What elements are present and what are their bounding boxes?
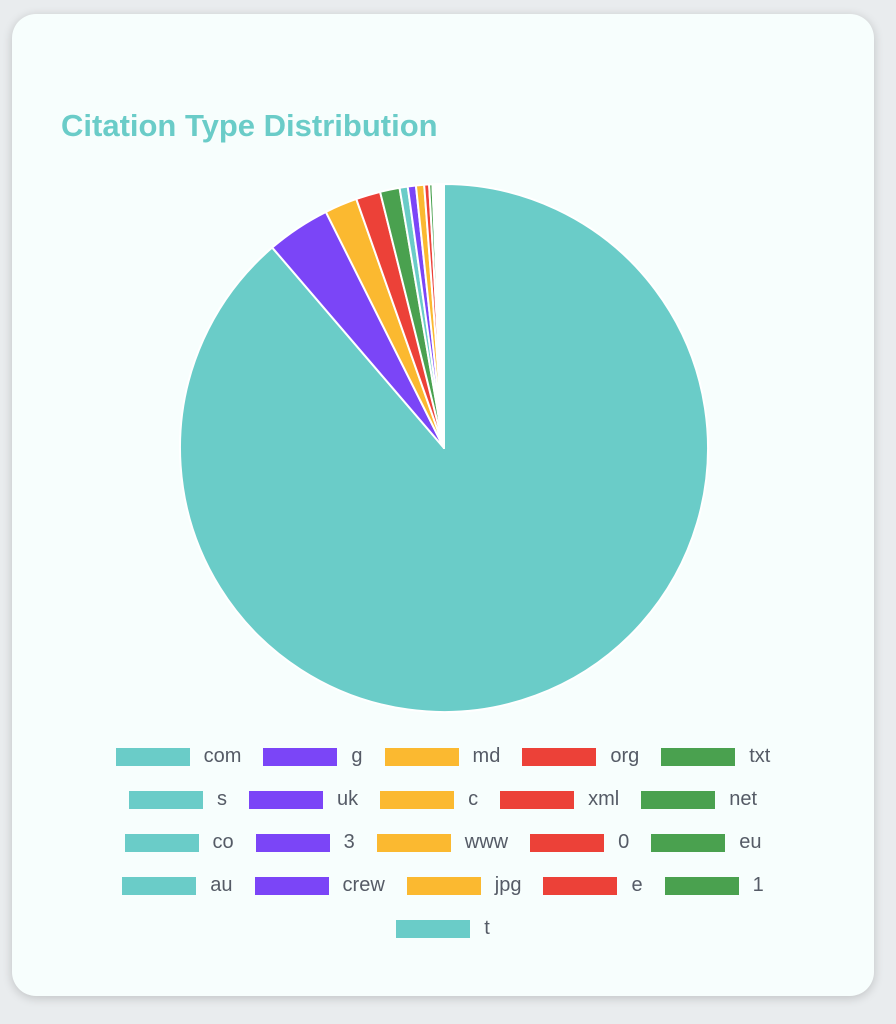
legend-label: net: [729, 788, 758, 810]
legend-label: g: [351, 745, 363, 767]
legend-label: co: [212, 831, 234, 853]
legend-label: 1: [752, 874, 764, 896]
chart-legend: com g md org txt s uk c xml net co 3 www 0 eu au crew jpg…: [12, 735, 874, 950]
legend-item-g[interactable]: g: [263, 745, 363, 768]
legend-label: xml: [588, 788, 620, 810]
legend-swatch: [396, 919, 471, 938]
legend-label: txt: [749, 745, 771, 767]
legend-label: c: [468, 788, 479, 810]
legend-row: com g md org txt: [105, 735, 782, 778]
legend-label: www: [464, 831, 509, 853]
legend-row: s uk c xml net: [118, 778, 768, 821]
legend-label: md: [472, 745, 501, 767]
legend-swatch: [543, 876, 618, 895]
pie-slice-com[interactable]: [179, 183, 709, 713]
legend-swatch: [522, 747, 597, 766]
legend-item-www[interactable]: www: [376, 831, 509, 854]
legend-label: s: [216, 788, 227, 810]
legend-swatch: [500, 790, 575, 809]
legend-item-co[interactable]: co: [124, 831, 234, 854]
legend-swatch: [255, 833, 330, 852]
legend-item-3[interactable]: 3: [255, 831, 355, 854]
legend-label: jpg: [494, 874, 522, 896]
chart-title: Citation Type Distribution: [61, 108, 438, 143]
legend-swatch: [376, 833, 451, 852]
legend-row: co 3 www 0 eu: [114, 821, 773, 864]
legend-item-s[interactable]: s: [128, 788, 227, 811]
legend-swatch: [115, 747, 190, 766]
legend-label: uk: [336, 788, 359, 810]
legend-item-com[interactable]: com: [115, 745, 242, 768]
legend-label: eu: [739, 831, 762, 853]
legend-item-xml[interactable]: xml: [500, 788, 619, 811]
legend-item-md[interactable]: md: [384, 745, 501, 768]
legend-item-au[interactable]: au: [122, 874, 233, 897]
legend-item-c[interactable]: c: [380, 788, 478, 811]
legend-swatch: [661, 747, 736, 766]
legend-swatch: [664, 876, 739, 895]
legend-label: e: [631, 874, 643, 896]
legend-label: com: [203, 745, 242, 767]
legend-swatch: [254, 876, 329, 895]
legend-item-org[interactable]: org: [522, 745, 639, 768]
chart-card: Citation Type Distribution com g md org txt s…: [12, 14, 874, 996]
legend-label: 0: [618, 831, 630, 853]
legend-swatch: [248, 790, 323, 809]
legend-label: org: [610, 745, 640, 767]
legend-swatch: [128, 790, 203, 809]
legend-label: crew: [342, 874, 385, 896]
legend-item-e[interactable]: e: [543, 874, 643, 897]
legend-item-1[interactable]: 1: [664, 874, 764, 897]
legend-item-jpg[interactable]: jpg: [406, 874, 522, 897]
legend-label: au: [210, 874, 233, 896]
legend-label: t: [484, 917, 490, 939]
legend-item-net[interactable]: net: [641, 788, 757, 811]
legend-swatch: [641, 790, 716, 809]
legend-swatch: [263, 747, 338, 766]
legend-item-0[interactable]: 0: [530, 831, 629, 854]
legend-swatch: [406, 876, 481, 895]
legend-item-uk[interactable]: uk: [248, 788, 359, 811]
legend-swatch: [651, 833, 726, 852]
legend-row: t: [385, 907, 501, 950]
pie-chart: [179, 182, 709, 713]
legend-swatch: [380, 790, 455, 809]
legend-row: au crew jpg e 1: [111, 864, 774, 907]
pie-slice-t[interactable]: [442, 182, 445, 449]
pie-slices: [179, 182, 709, 713]
legend-swatch: [124, 833, 199, 852]
legend-item-t[interactable]: t: [396, 917, 490, 940]
legend-item-crew[interactable]: crew: [254, 874, 385, 897]
legend-swatch: [122, 876, 197, 895]
legend-swatch: [530, 833, 605, 852]
legend-swatch: [384, 747, 459, 766]
legend-label: 3: [343, 831, 355, 853]
legend-item-txt[interactable]: txt: [661, 745, 770, 768]
legend-item-eu[interactable]: eu: [651, 831, 761, 854]
